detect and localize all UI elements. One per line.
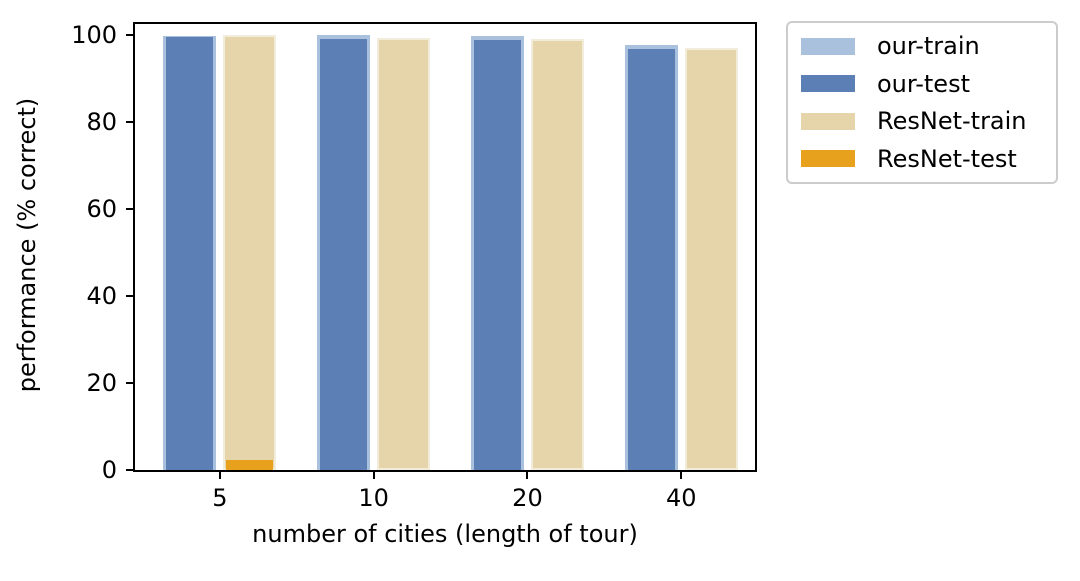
x-tick-10 — [372, 472, 375, 479]
x-tick-label-5: 5 — [212, 484, 228, 512]
x-tick-5 — [218, 472, 221, 479]
legend-swatch-ResNet-train — [801, 112, 855, 130]
bar-ResNet-train-40 — [684, 47, 738, 470]
bar-our-test-40 — [627, 49, 675, 470]
y-tick-60 — [126, 207, 133, 210]
legend: our-train our-test ResNet-train ResNet-test — [786, 21, 1058, 184]
y-tick-label-20: 20 — [86, 368, 117, 397]
y-tick-100 — [126, 33, 133, 36]
y-tick-label-40: 40 — [86, 281, 117, 310]
legend-swatch-our-train — [801, 37, 855, 55]
plot-area: number of cities (length of tour) 0 20 40 6… — [71, 21, 757, 548]
legend-item-our-test: our-test — [801, 70, 1056, 98]
legend-swatch-our-test — [801, 75, 855, 93]
legend-item-ResNet-test: ResNet-test — [801, 145, 1056, 173]
legend-label-our-train: our-train — [877, 32, 980, 61]
y-tick-80 — [126, 120, 133, 123]
legend-swatch-ResNet-test — [801, 150, 855, 168]
x-tick-label-20: 20 — [512, 484, 543, 512]
y-tick-label-0: 0 — [101, 456, 117, 484]
bar-our-test-10 — [320, 38, 368, 470]
legend-label-ResNet-train: ResNet-train — [877, 107, 1027, 136]
bar-our-test-5 — [166, 37, 214, 470]
x-tick-label-10: 10 — [358, 484, 389, 512]
x-tick-label-40: 40 — [665, 484, 697, 512]
legend-item-ResNet-train: ResNet-train — [801, 107, 1056, 135]
bar-ResNet-train-20 — [530, 38, 584, 470]
y-tick-20 — [126, 381, 133, 384]
y-axis-label: performance (% correct) — [13, 97, 41, 393]
y-tick-40 — [126, 294, 133, 297]
legend-label-ResNet-test: ResNet-test — [877, 144, 1017, 173]
bar-ResNet-train-5 — [223, 34, 277, 470]
x-axis-label: number of cities (length of tour) — [252, 520, 638, 548]
x-tick-40 — [680, 472, 683, 479]
bar-our-test-20 — [473, 39, 521, 470]
x-tick-20 — [526, 472, 529, 479]
y-tick-label-100: 100 — [71, 20, 117, 49]
bar-ResNet-test-5 — [226, 460, 274, 470]
y-tick-0 — [126, 469, 133, 471]
y-tick-label-80: 80 — [86, 107, 117, 136]
bar-ResNet-train-10 — [377, 38, 431, 470]
legend-item-our-train: our-train — [801, 32, 1056, 60]
y-tick-label-60: 60 — [86, 194, 117, 223]
legend-label-our-test: our-test — [877, 69, 970, 98]
